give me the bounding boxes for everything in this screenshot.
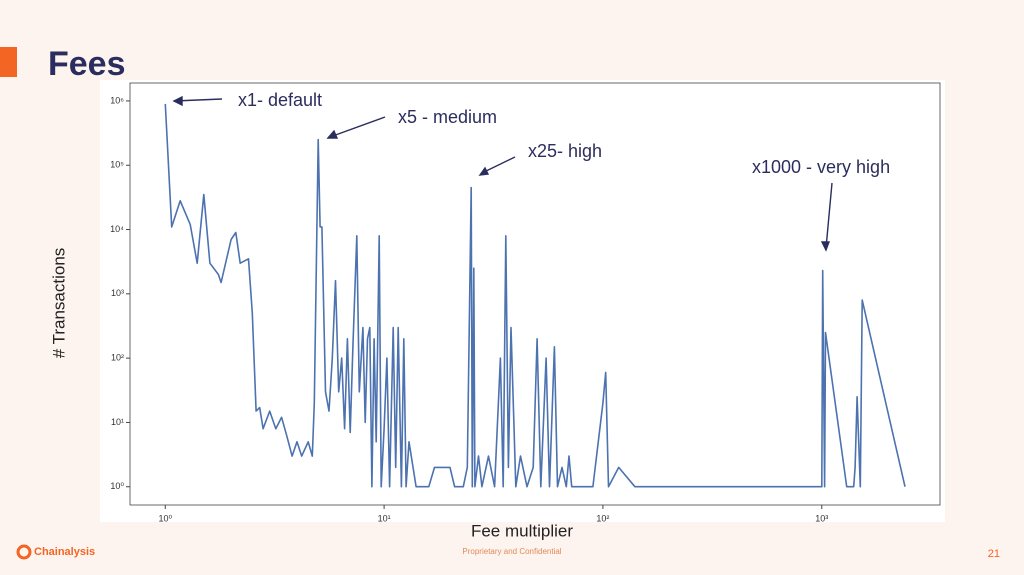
y-tick-label: 10⁶ (110, 95, 124, 105)
annotation: x5 - medium (398, 107, 497, 127)
data-line (164, 103, 906, 488)
confidential-note: Proprietary and Confidential (462, 547, 561, 556)
accent-bar (0, 47, 17, 77)
annotations (172, 95, 833, 252)
y-axis-label: # Transactions (49, 248, 68, 359)
arrow-head (172, 95, 183, 107)
y-tick-label: 10⁵ (110, 160, 124, 170)
y-tick-label: 10⁴ (110, 224, 124, 234)
chart-panel (100, 80, 945, 522)
x-tick-label: 10⁰ (158, 513, 172, 523)
brand-logo (16, 544, 32, 560)
y-tick-label: 10³ (111, 288, 124, 298)
x-tick-label: 10² (596, 513, 609, 523)
x-tick-label: 10³ (815, 513, 828, 523)
slide-title: Fees (48, 45, 126, 83)
brand-name: Chainalysis (34, 546, 95, 558)
y-tick-label: 10² (111, 353, 124, 363)
arrow-head (478, 166, 490, 176)
annotation: x1000 - very high (752, 157, 890, 177)
arrow-head (326, 129, 339, 139)
y-tick-label: 10⁰ (110, 481, 124, 491)
arrow (481, 156, 516, 174)
y-tick-label: 10¹ (111, 417, 124, 427)
arrow (825, 182, 833, 249)
annotation: x1- default (238, 90, 322, 110)
x-tick-label: 10¹ (378, 513, 391, 523)
arrow-head (820, 241, 831, 252)
arrow (329, 116, 386, 138)
annotation: x25- high (528, 141, 602, 161)
x-axis-label: Fee multiplier (471, 521, 573, 540)
page-number: 21 (988, 548, 1000, 560)
